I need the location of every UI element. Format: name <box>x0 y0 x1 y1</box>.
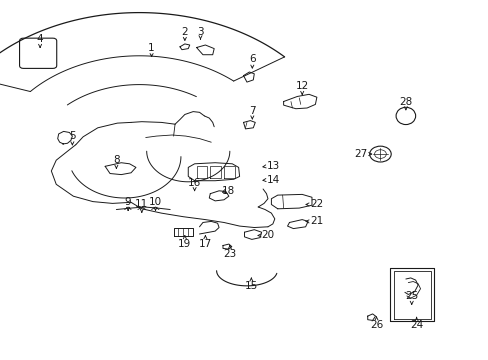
Text: 2: 2 <box>181 27 188 37</box>
Text: 24: 24 <box>409 320 423 330</box>
Text: 20: 20 <box>261 230 274 240</box>
Text: 13: 13 <box>266 161 280 171</box>
Text: 14: 14 <box>266 175 280 185</box>
Text: 10: 10 <box>149 197 162 207</box>
Text: 16: 16 <box>187 177 201 188</box>
Text: 25: 25 <box>404 291 418 301</box>
Text: 21: 21 <box>309 216 323 226</box>
Text: 4: 4 <box>37 34 43 44</box>
Text: 19: 19 <box>178 239 191 249</box>
Text: 11: 11 <box>135 199 148 210</box>
Text: 15: 15 <box>244 281 258 291</box>
Text: 3: 3 <box>197 27 203 37</box>
Text: 27: 27 <box>353 149 367 159</box>
Text: 7: 7 <box>248 105 255 116</box>
Text: 18: 18 <box>222 186 235 196</box>
Text: 5: 5 <box>69 131 76 141</box>
Text: 23: 23 <box>223 249 236 259</box>
Text: 22: 22 <box>309 199 323 210</box>
Text: 28: 28 <box>398 96 412 107</box>
Text: 9: 9 <box>124 197 131 207</box>
Text: 26: 26 <box>369 320 383 330</box>
Text: 8: 8 <box>113 155 120 165</box>
Text: 17: 17 <box>198 239 212 249</box>
Text: 1: 1 <box>148 42 155 53</box>
Text: 12: 12 <box>295 81 308 91</box>
Text: 6: 6 <box>248 54 255 64</box>
